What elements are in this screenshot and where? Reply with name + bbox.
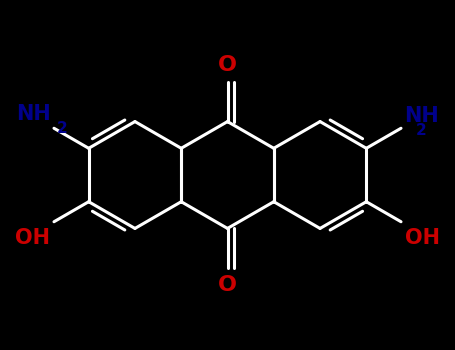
Text: O: O [218,55,237,75]
Text: O: O [218,275,237,295]
Text: OH: OH [405,228,440,248]
Text: NH: NH [16,104,51,124]
Text: NH: NH [404,106,439,126]
Text: 2: 2 [57,121,67,136]
Text: 2: 2 [416,124,427,138]
Text: OH: OH [15,228,50,248]
